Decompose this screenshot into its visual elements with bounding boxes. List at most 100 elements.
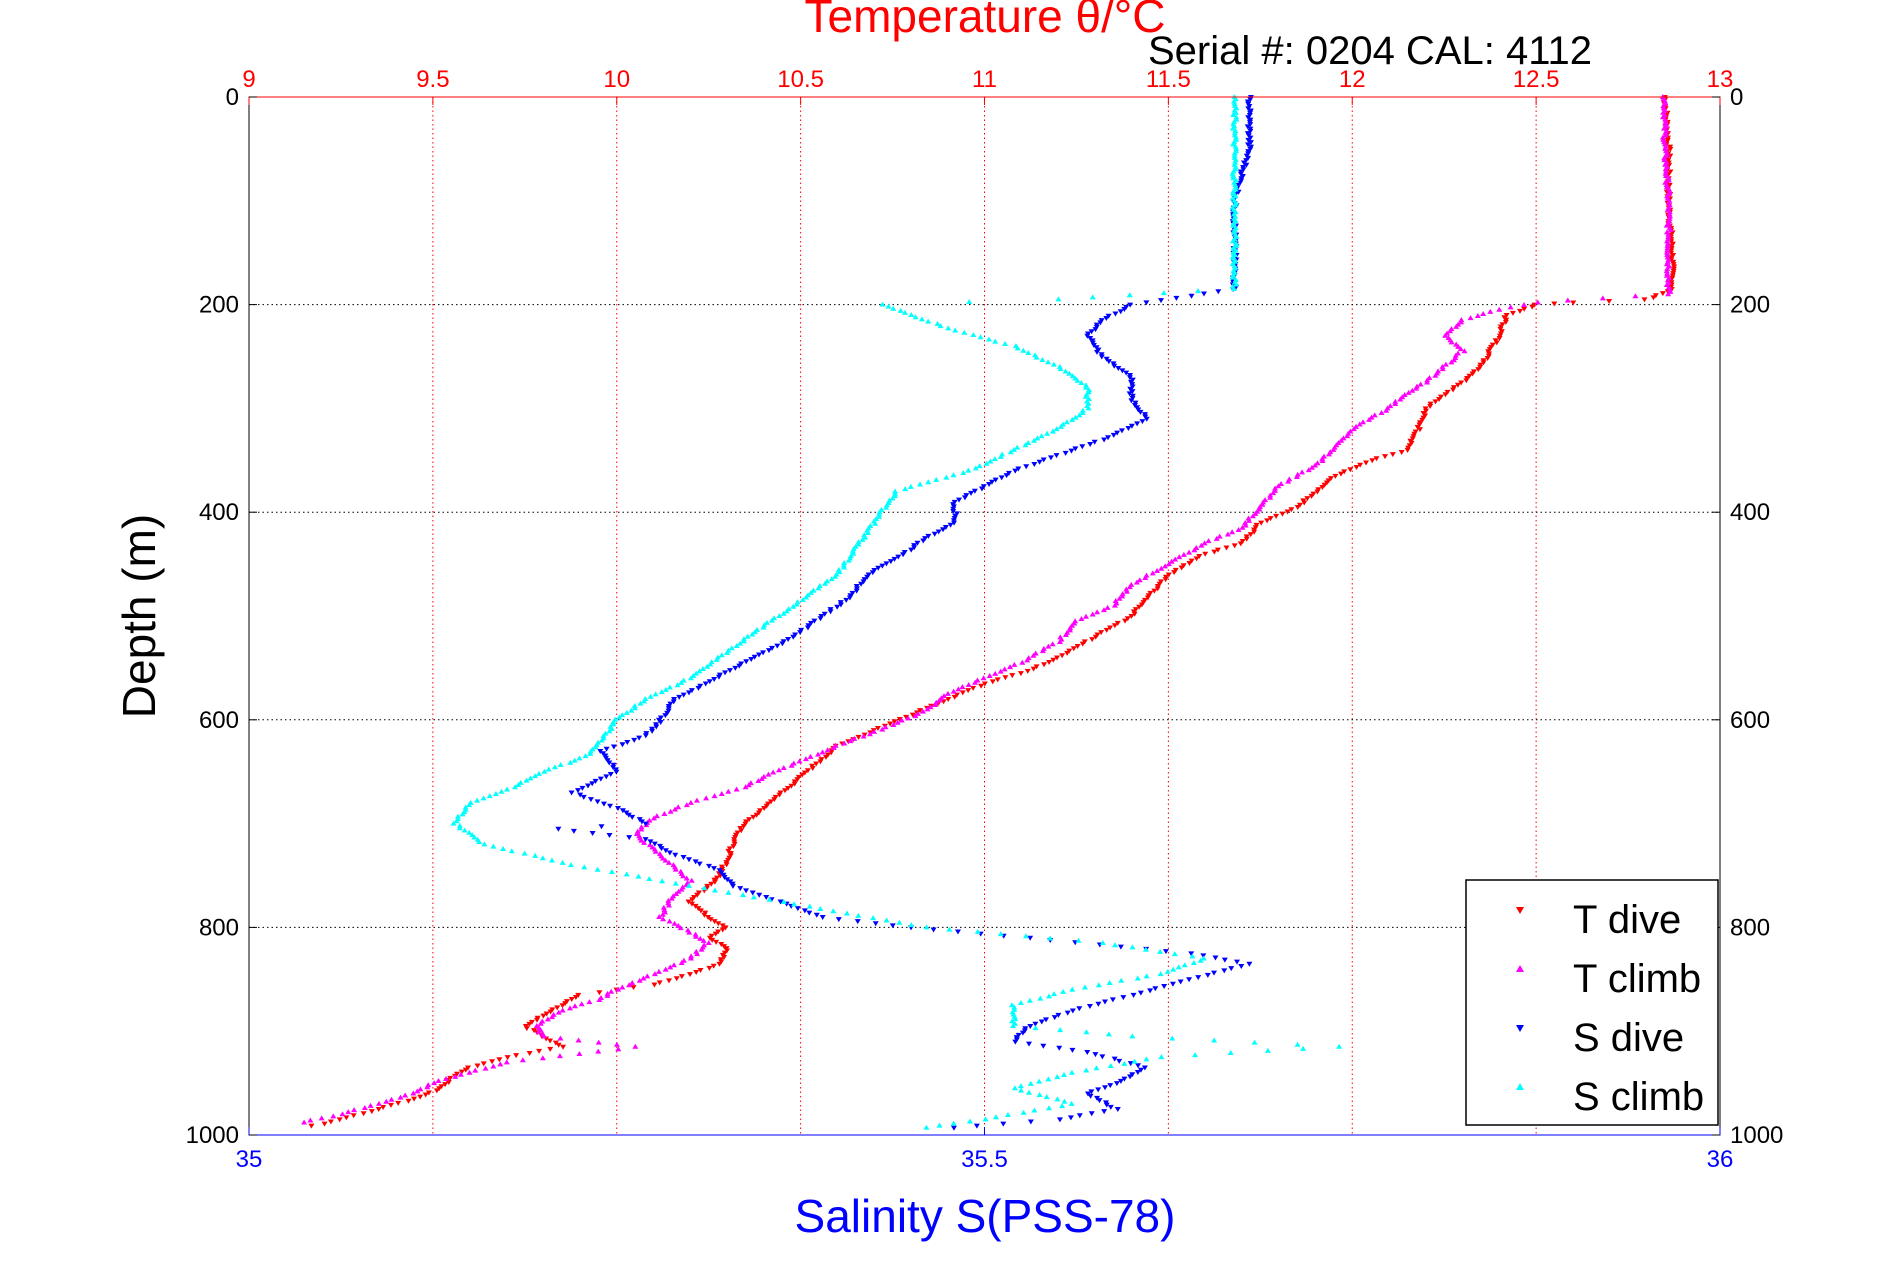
data-point <box>624 740 631 746</box>
bottom-tick-label: 36 <box>1707 1146 1734 1173</box>
data-point <box>1666 213 1673 219</box>
data-point <box>503 1059 510 1065</box>
data-point <box>1142 946 1149 952</box>
data-point <box>730 844 737 850</box>
data-point <box>813 761 820 767</box>
data-point <box>806 910 813 916</box>
data-point <box>1161 983 1168 989</box>
data-point <box>709 937 716 943</box>
data-point <box>1232 163 1239 169</box>
data-point <box>1076 412 1083 418</box>
data-point <box>1101 1109 1108 1115</box>
data-point <box>936 697 943 703</box>
data-point <box>1480 360 1487 366</box>
data-point <box>1031 437 1038 443</box>
series-s-dive <box>555 95 1255 1131</box>
data-point <box>968 490 975 496</box>
data-point <box>701 885 708 891</box>
legend-label-s-climb: S climb <box>1573 1075 1704 1119</box>
data-point <box>687 675 694 681</box>
data-point <box>1056 1045 1063 1051</box>
data-point <box>1117 944 1124 950</box>
data-point <box>1122 618 1129 624</box>
data-point <box>706 965 713 971</box>
data-point <box>1177 979 1184 985</box>
data-point <box>672 806 679 812</box>
data-point <box>1147 988 1154 994</box>
data-point <box>1228 966 1235 972</box>
data-point <box>987 458 994 464</box>
legend-label-t-dive: T dive <box>1573 898 1681 942</box>
data-point <box>972 679 979 685</box>
data-point <box>1299 469 1306 475</box>
data-point <box>480 1061 487 1067</box>
data-point <box>489 1059 496 1065</box>
data-point <box>587 748 594 754</box>
data-point <box>1665 177 1672 183</box>
data-point <box>1076 1006 1083 1012</box>
data-point <box>603 746 610 752</box>
data-point <box>883 504 890 510</box>
data-point <box>388 1096 395 1102</box>
data-point <box>361 1105 368 1111</box>
data-point <box>909 712 916 718</box>
data-point <box>1484 355 1491 361</box>
data-point <box>454 813 461 819</box>
data-point <box>1043 1017 1050 1023</box>
data-point <box>897 307 904 313</box>
data-point <box>1165 561 1172 567</box>
data-point <box>763 619 770 625</box>
data-point <box>1154 568 1161 574</box>
data-point <box>368 1109 375 1115</box>
data-point <box>1230 191 1237 197</box>
data-point <box>770 769 777 775</box>
chart-title: Temperature θ/°C <box>805 0 1166 42</box>
data-point <box>661 810 668 816</box>
data-point <box>531 1028 538 1034</box>
data-point <box>658 689 665 695</box>
data-point <box>1079 410 1086 416</box>
data-point <box>685 690 692 696</box>
data-point <box>350 1113 357 1119</box>
data-point <box>726 668 733 674</box>
data-point <box>1027 935 1034 941</box>
data-point <box>966 299 973 305</box>
data-point <box>574 788 581 794</box>
data-point <box>535 1029 542 1035</box>
data-point <box>1212 955 1219 961</box>
data-point <box>596 990 603 996</box>
data-point <box>1665 175 1672 181</box>
data-point <box>651 982 658 988</box>
data-point <box>961 329 968 335</box>
data-point <box>625 812 632 818</box>
data-point <box>1211 1037 1218 1043</box>
data-point <box>472 1067 479 1073</box>
data-point <box>397 1094 404 1100</box>
data-point <box>1551 301 1558 307</box>
data-point <box>1143 300 1150 306</box>
data-point <box>1363 460 1370 466</box>
data-point <box>1232 193 1239 199</box>
data-point <box>626 982 633 988</box>
data-point <box>784 786 791 792</box>
legend-label-t-climb: T climb <box>1573 957 1701 1001</box>
data-point <box>1664 265 1671 271</box>
data-point <box>1487 308 1494 314</box>
data-point <box>1232 157 1239 163</box>
data-point <box>1112 311 1119 317</box>
data-point <box>1030 652 1037 658</box>
data-point <box>1066 370 1073 376</box>
data-point <box>1056 1117 1063 1123</box>
data-point <box>693 670 700 676</box>
data-point <box>539 1055 546 1061</box>
data-point <box>711 919 718 925</box>
data-point <box>568 790 575 796</box>
data-point <box>1045 359 1052 365</box>
data-point <box>616 714 623 720</box>
data-point <box>1030 666 1037 672</box>
data-point <box>841 564 848 570</box>
data-point <box>673 891 680 897</box>
data-point <box>1051 991 1058 997</box>
y-axis-label: Depth (m) <box>113 514 165 718</box>
data-point <box>1665 233 1672 239</box>
